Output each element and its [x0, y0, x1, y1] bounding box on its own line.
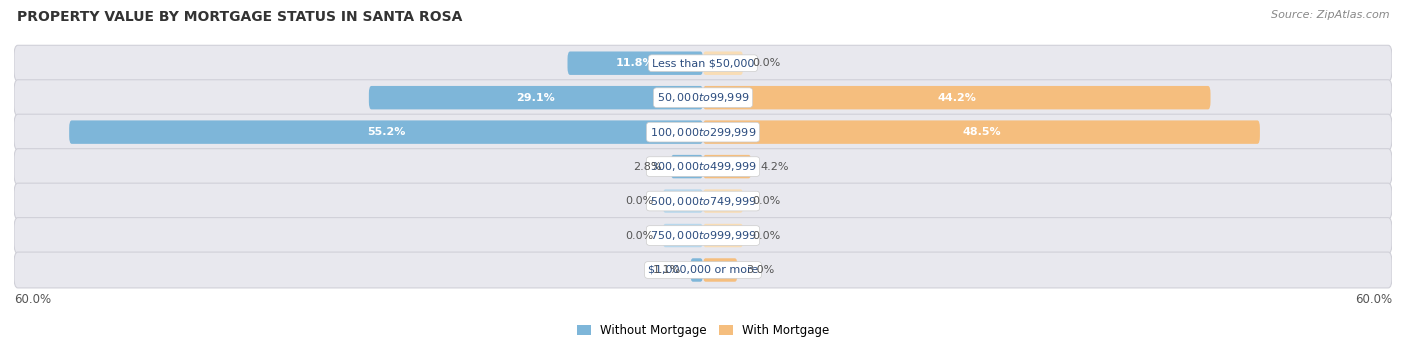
Text: 0.0%: 0.0% [626, 196, 654, 206]
Text: 55.2%: 55.2% [367, 127, 405, 137]
Text: 60.0%: 60.0% [14, 293, 51, 306]
Text: Source: ZipAtlas.com: Source: ZipAtlas.com [1271, 10, 1389, 20]
FancyBboxPatch shape [14, 114, 1392, 150]
FancyBboxPatch shape [703, 155, 751, 178]
Text: 29.1%: 29.1% [516, 93, 555, 103]
Text: 2.8%: 2.8% [633, 162, 662, 172]
FancyBboxPatch shape [690, 258, 703, 282]
Text: 0.0%: 0.0% [752, 231, 780, 240]
Text: 44.2%: 44.2% [938, 93, 976, 103]
Text: 60.0%: 60.0% [1355, 293, 1392, 306]
FancyBboxPatch shape [703, 258, 738, 282]
Text: 0.0%: 0.0% [752, 58, 780, 68]
FancyBboxPatch shape [14, 218, 1392, 253]
Text: 1.1%: 1.1% [652, 265, 681, 275]
FancyBboxPatch shape [703, 189, 744, 213]
Text: 4.2%: 4.2% [761, 162, 789, 172]
Text: $500,000 to $749,999: $500,000 to $749,999 [650, 194, 756, 207]
Text: 11.8%: 11.8% [616, 58, 655, 68]
FancyBboxPatch shape [703, 224, 744, 247]
FancyBboxPatch shape [703, 120, 1260, 144]
FancyBboxPatch shape [14, 80, 1392, 116]
Text: 0.0%: 0.0% [752, 196, 780, 206]
FancyBboxPatch shape [568, 51, 703, 75]
Text: PROPERTY VALUE BY MORTGAGE STATUS IN SANTA ROSA: PROPERTY VALUE BY MORTGAGE STATUS IN SAN… [17, 10, 463, 24]
Legend: Without Mortgage, With Mortgage: Without Mortgage, With Mortgage [572, 319, 834, 340]
FancyBboxPatch shape [14, 149, 1392, 185]
Text: $1,000,000 or more: $1,000,000 or more [648, 265, 758, 275]
Text: 3.0%: 3.0% [747, 265, 775, 275]
Text: $50,000 to $99,999: $50,000 to $99,999 [657, 91, 749, 104]
Text: 0.0%: 0.0% [626, 231, 654, 240]
Text: $100,000 to $299,999: $100,000 to $299,999 [650, 126, 756, 139]
Text: 48.5%: 48.5% [962, 127, 1001, 137]
FancyBboxPatch shape [14, 45, 1392, 81]
FancyBboxPatch shape [703, 51, 744, 75]
FancyBboxPatch shape [703, 86, 1211, 109]
Text: Less than $50,000: Less than $50,000 [652, 58, 754, 68]
FancyBboxPatch shape [14, 183, 1392, 219]
FancyBboxPatch shape [14, 252, 1392, 288]
Text: $300,000 to $499,999: $300,000 to $499,999 [650, 160, 756, 173]
FancyBboxPatch shape [69, 120, 703, 144]
FancyBboxPatch shape [368, 86, 703, 109]
FancyBboxPatch shape [662, 189, 703, 213]
FancyBboxPatch shape [662, 224, 703, 247]
Text: $750,000 to $999,999: $750,000 to $999,999 [650, 229, 756, 242]
FancyBboxPatch shape [671, 155, 703, 178]
